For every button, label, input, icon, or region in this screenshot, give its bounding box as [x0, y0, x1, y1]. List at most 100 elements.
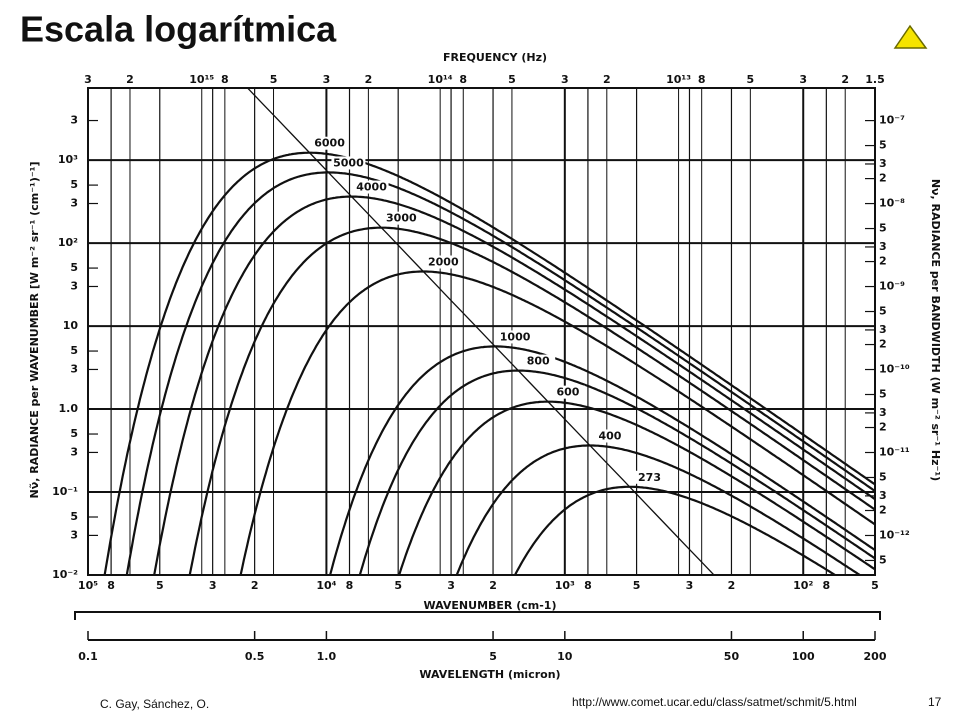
y2-tick-label: 2 [879, 421, 887, 434]
x2-tick-label: 3 [84, 73, 92, 86]
y2-tick-label: 3 [879, 406, 887, 419]
planck-curve [188, 226, 875, 575]
x2-tick-label: 5 [508, 73, 516, 86]
nav-icon[interactable] [893, 24, 928, 49]
curve-label-bg [384, 211, 419, 225]
x-tick-label: 10² [793, 579, 813, 592]
curve-label: 400 [598, 429, 621, 442]
x3-tick-label: 100 [792, 650, 815, 663]
curve-label: 3000 [386, 212, 417, 225]
curve-label-bg [331, 156, 366, 170]
y2-tick-label: 10⁻¹² [879, 528, 910, 541]
x3-tick-label: 200 [864, 650, 887, 663]
x3-tick-label: 1.0 [317, 650, 337, 663]
x-tick-label: 5 [871, 579, 879, 592]
curve-label: 1000 [500, 330, 531, 343]
frequency-axis-label: FREQUENCY (Hz) [443, 51, 547, 64]
x2-tick-label: 8 [698, 73, 706, 86]
x-tick-label: 10⁴ [316, 579, 336, 592]
y2-tick-label: 5 [879, 139, 887, 152]
y2-tick-label: 5 [879, 222, 887, 235]
x-tick-label: 3 [209, 579, 217, 592]
y2-tick-label: 2 [879, 172, 887, 185]
y-tick-label: 3 [70, 445, 78, 458]
y2-tick-label: 2 [879, 338, 887, 351]
y-tick-label: 10 [63, 319, 79, 332]
x2-tick-label: 3 [799, 73, 807, 86]
planck-curve [397, 400, 875, 575]
y2-axis-label: Nν, RADIANCE per BANDWIDTH (W m⁻² sr⁻¹ H… [929, 179, 942, 481]
y-tick-label: 5 [70, 344, 78, 357]
y-tick-label: 1.0 [59, 402, 79, 415]
y2-tick-label: 2 [879, 504, 887, 517]
x2-tick-label: 1.5 [865, 73, 885, 86]
curve-label-bg [426, 255, 461, 269]
y2-tick-label: 5 [879, 388, 887, 401]
y2-tick-label: 3 [879, 489, 887, 502]
curve-label-bg [354, 180, 389, 194]
peak-locus [246, 88, 715, 575]
page-number: 17 [928, 695, 942, 709]
y-tick-label: 10³ [58, 153, 78, 166]
y-tick-label: 3 [70, 279, 78, 292]
planck-curve [153, 195, 875, 575]
curve-label-bg [632, 470, 667, 484]
x2-tick-label: 8 [221, 73, 229, 86]
x2-tick-label: 10¹⁵ [189, 73, 214, 86]
planck-curve [455, 444, 862, 575]
y2-tick-label: 10⁻⁸ [879, 197, 905, 210]
x2-tick-label: 2 [841, 73, 849, 86]
planck-curve [328, 345, 875, 575]
x-tick-label: 5 [633, 579, 641, 592]
curve-label: 273 [638, 471, 661, 484]
slide-title: Escala logarítmica [20, 9, 337, 50]
x3-tick-label: 0.1 [78, 650, 98, 663]
x-tick-label: 10³ [555, 579, 575, 592]
y-tick-label: 10² [58, 236, 78, 249]
y2-tick-label: 10⁻¹¹ [879, 446, 910, 459]
y2-tick-label: 3 [879, 323, 887, 336]
x3-tick-label: 10 [557, 650, 573, 663]
curve-label-bg [498, 330, 533, 344]
y2-tick-label: 2 [879, 255, 887, 268]
curve-label-bg [592, 429, 627, 443]
x-tick-label: 5 [394, 579, 402, 592]
y-tick-label: 5 [70, 261, 78, 274]
x2-tick-label: 2 [603, 73, 611, 86]
y2-tick-label: 5 [879, 553, 887, 566]
y2-tick-label: 10⁻⁹ [879, 280, 905, 293]
planck-curve [358, 369, 875, 575]
x2-tick-label: 3 [561, 73, 569, 86]
y-tick-label: 3 [70, 362, 78, 375]
x-tick-label: 2 [251, 579, 259, 592]
x-tick-label: 8 [823, 579, 831, 592]
x-tick-label: 3 [447, 579, 455, 592]
y-tick-label: 5 [70, 178, 78, 191]
curve-label: 600 [556, 386, 579, 399]
x3-tick-label: 0.5 [245, 650, 265, 663]
x-tick-label: 8 [107, 579, 115, 592]
curve-label-bg [521, 354, 556, 368]
y2-tick-label: 10⁻⁷ [879, 114, 905, 127]
x-tick-label: 8 [584, 579, 592, 592]
x-tick-label: 5 [156, 579, 164, 592]
y-tick-label: 10⁻² [52, 568, 78, 581]
x-tick-label: 2 [728, 579, 736, 592]
planck-curve [103, 151, 875, 575]
y-tick-label: 10⁻¹ [52, 485, 78, 498]
x-tick-label: 2 [489, 579, 497, 592]
x2-tick-label: 5 [270, 73, 278, 86]
y2-tick-label: 10⁻¹⁰ [879, 363, 910, 376]
curve-label-bg [550, 385, 585, 399]
footer-author: C. Gay, Sánchez, O. [100, 697, 209, 711]
x-tick-label: 8 [346, 579, 354, 592]
curve-label-bg [312, 136, 347, 150]
y2-tick-label: 3 [879, 240, 887, 253]
planck-curve [239, 270, 875, 575]
y-axis-label: Nν̃, RADIANCE per WAVENUMBER [W m⁻² sr⁻¹… [28, 162, 41, 499]
x2-tick-label: 2 [365, 73, 373, 86]
y-tick-label: 3 [70, 114, 78, 127]
curve-label: 6000 [314, 137, 345, 150]
y2-tick-label: 3 [879, 157, 887, 170]
